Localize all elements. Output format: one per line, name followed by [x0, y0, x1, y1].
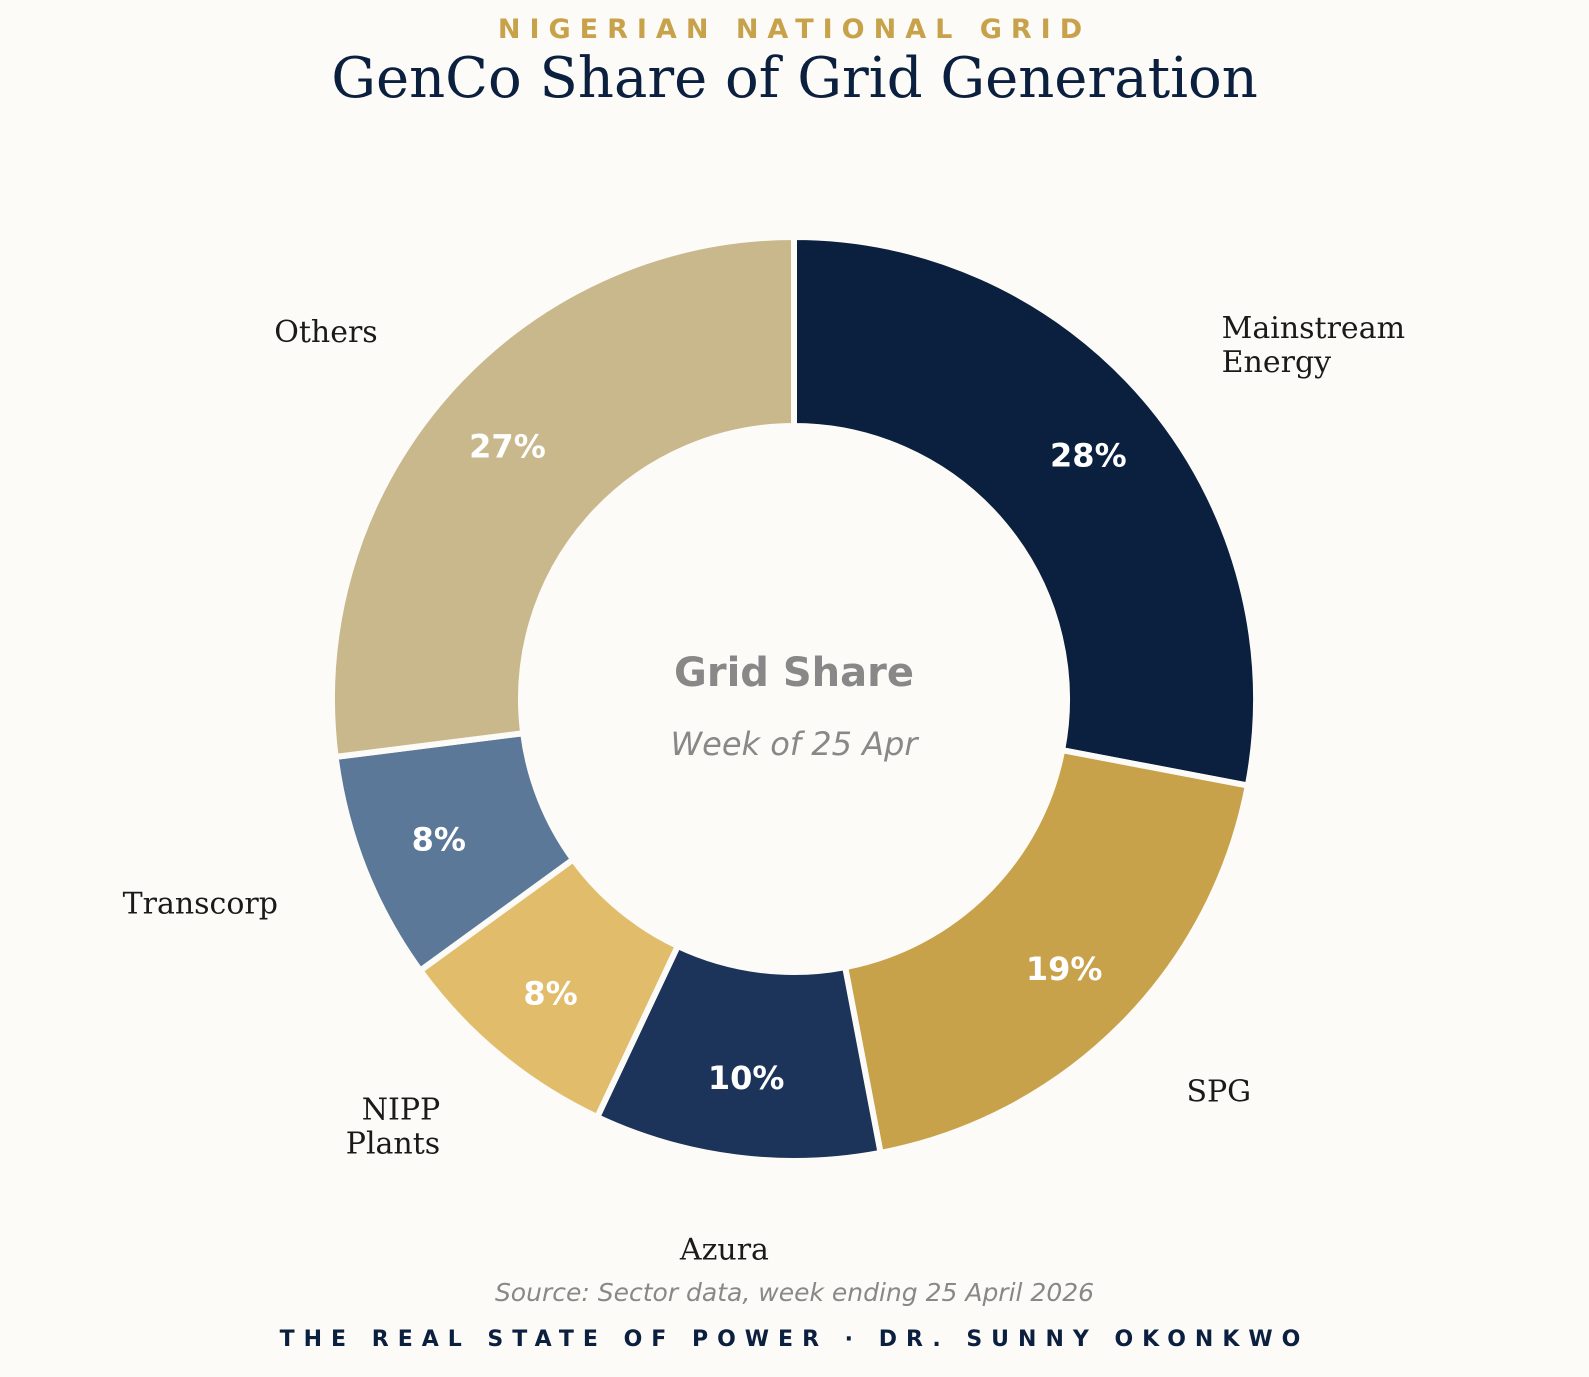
chart-kicker: NIGERIAN NATIONAL GRID: [497, 14, 1092, 45]
category-label-others: Others: [274, 315, 377, 350]
category-label-nipp-plants: NIPP Plants: [346, 1093, 440, 1162]
slice-mainstream-energy: [791, 233, 1260, 790]
pct-label-spg: 19%: [1026, 950, 1103, 988]
category-label-mainstream-energy: Mainstream Energy: [1222, 311, 1405, 380]
donut-slices: [329, 233, 1260, 1164]
percentage-labels: 28% 19% 10% 8% 8% 27%: [412, 427, 1127, 1097]
slice-spg: [841, 746, 1252, 1157]
slice-others: [329, 233, 797, 761]
pct-label-transcorp: 8%: [412, 821, 466, 859]
category-label-transcorp: Transcorp: [123, 886, 278, 921]
pct-label-azura: 10%: [708, 1059, 785, 1097]
pct-label-mainstream-energy: 28%: [1050, 437, 1127, 475]
center-subtitle: Week of 25 Apr: [671, 725, 920, 763]
source-note: Source: Sector data, week ending 25 Apri…: [494, 1278, 1095, 1307]
center-title: Grid Share: [674, 650, 914, 696]
byline: THE REAL STATE OF POWER · DR. SUNNY OKON…: [279, 1327, 1310, 1352]
chart-title: GenCo Share of Grid Generation: [331, 46, 1258, 111]
pct-label-others: 27%: [469, 427, 546, 465]
pct-label-nipp-plants: 8%: [523, 974, 577, 1012]
category-label-azura: Azura: [679, 1233, 769, 1268]
category-label-spg: SPG: [1186, 1074, 1251, 1109]
category-labels: Mainstream Energy SPG Azura NIPP Plants Transc…: [123, 311, 1405, 1267]
